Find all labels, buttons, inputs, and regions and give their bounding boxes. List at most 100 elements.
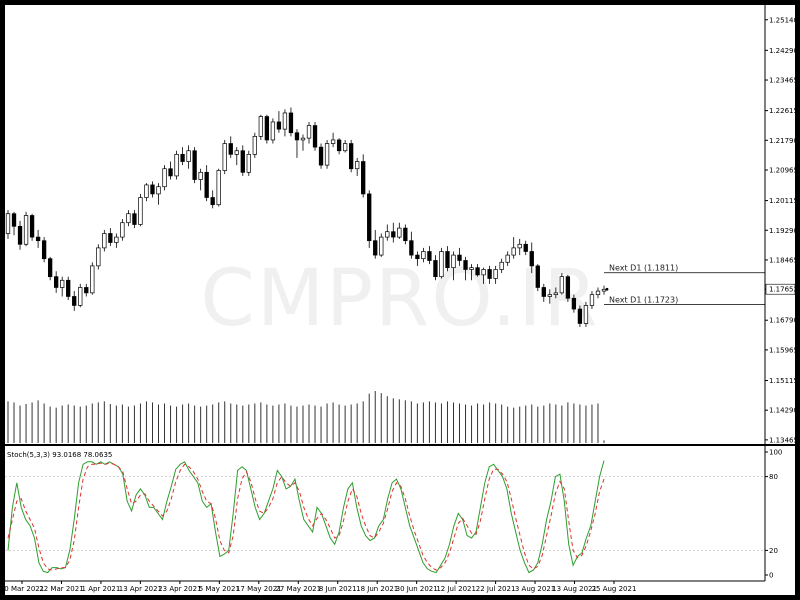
candle xyxy=(96,244,101,270)
candle xyxy=(66,276,71,301)
candle xyxy=(577,305,583,328)
date-tick-label: 17 May 2021 xyxy=(236,585,282,593)
price-tick-label: 1.16790 xyxy=(769,317,798,325)
date-tick-label: 30 Jun 2021 xyxy=(396,585,438,593)
candle xyxy=(463,256,468,281)
price-tick-label: 1.20115 xyxy=(769,197,798,205)
candle xyxy=(234,147,239,166)
candle xyxy=(373,229,378,259)
candle xyxy=(300,134,306,151)
candle xyxy=(186,145,191,169)
candle xyxy=(451,251,456,281)
candle xyxy=(54,271,59,293)
candle xyxy=(114,233,119,248)
date-tick-label: 1 Apr 2021 xyxy=(82,585,121,593)
date-tick-label: 22 Mar 2021 xyxy=(39,585,83,593)
candle xyxy=(336,138,342,155)
candle xyxy=(481,267,486,284)
candle xyxy=(348,139,354,173)
candle xyxy=(391,222,396,243)
candle xyxy=(487,265,492,284)
candle xyxy=(565,274,571,302)
next-d1-label: Next D1 (1.1723) xyxy=(609,295,678,304)
candle xyxy=(102,229,107,252)
stoch-main-line xyxy=(7,460,605,574)
date-tick-label: 13 Aug 2021 xyxy=(552,585,597,593)
price-tick-label: 1.22615 xyxy=(769,107,798,115)
candle xyxy=(150,181,155,198)
date-tick-label: 22 Jul 2021 xyxy=(476,585,516,593)
stoch-axis-ticks: 0 20 80 100 xyxy=(765,449,782,580)
candle xyxy=(355,157,360,176)
candle xyxy=(589,291,595,310)
candle xyxy=(415,251,420,266)
level-lines: Next D1 (1.1811) Next D1 (1.1723) xyxy=(604,264,765,305)
price-tick-label: 1.20965 xyxy=(769,166,798,174)
candle xyxy=(535,264,540,292)
date-tick-label: 12 Jul 2021 xyxy=(436,585,476,593)
date-tick-label: 3 Aug 2021 xyxy=(515,585,555,593)
candle xyxy=(571,294,577,313)
candle xyxy=(228,136,233,158)
candle xyxy=(553,287,558,299)
candle xyxy=(126,210,131,227)
date-tick-label: 10 Mar 2021 xyxy=(0,585,44,593)
candle xyxy=(60,276,65,297)
next-d1-label: Next D1 (1.1811) xyxy=(609,264,678,273)
candle xyxy=(5,210,11,239)
date-tick-label: 25 Aug 2021 xyxy=(592,585,637,593)
stoch-title: Stoch(5,3,3) 93.0168 78.0635 xyxy=(7,451,112,459)
candle xyxy=(162,165,167,191)
candle xyxy=(547,289,552,304)
current-price-label: 1.17652 xyxy=(769,286,798,294)
candle xyxy=(276,111,282,133)
candle xyxy=(361,154,366,198)
candle xyxy=(108,228,113,247)
candle xyxy=(324,139,330,169)
volume-bars xyxy=(7,391,605,443)
candle xyxy=(270,118,276,144)
candle xyxy=(342,139,348,153)
candle xyxy=(210,190,215,209)
candle xyxy=(409,231,414,259)
stoch-signal-line xyxy=(7,462,605,571)
candle xyxy=(511,237,516,259)
candle xyxy=(445,246,450,272)
candle xyxy=(385,224,390,241)
candle xyxy=(367,190,372,248)
current-price-box xyxy=(765,283,796,295)
candle xyxy=(138,193,143,227)
candle xyxy=(469,264,474,281)
candle xyxy=(288,107,294,137)
candle xyxy=(204,165,209,202)
candle xyxy=(47,256,53,281)
price-axis-bg xyxy=(765,5,795,444)
candle xyxy=(78,283,83,308)
candle xyxy=(529,242,534,274)
price-tick-label: 1.13465 xyxy=(769,436,798,444)
candle xyxy=(222,139,227,175)
price-tick-label: 1.24290 xyxy=(769,47,798,55)
candle xyxy=(132,210,137,229)
candle xyxy=(72,291,77,311)
candle xyxy=(421,247,426,263)
time-axis-bg xyxy=(5,581,795,595)
candle xyxy=(216,168,221,207)
candle xyxy=(397,222,402,239)
candle xyxy=(439,247,444,279)
date-tick-label: 23 Apr 2021 xyxy=(158,585,201,593)
candle xyxy=(475,264,480,277)
price-tick-label: 1.15965 xyxy=(769,346,798,354)
stoch-tick-label: 0 xyxy=(769,572,773,580)
candle xyxy=(198,168,203,191)
candle xyxy=(144,183,149,202)
candle xyxy=(294,129,300,158)
candle xyxy=(517,238,522,256)
date-tick-label: 27 May 2021 xyxy=(275,585,321,593)
candle xyxy=(559,273,565,295)
stoch-tick-label: 80 xyxy=(769,473,778,481)
candle xyxy=(156,183,161,205)
candle xyxy=(379,233,384,257)
